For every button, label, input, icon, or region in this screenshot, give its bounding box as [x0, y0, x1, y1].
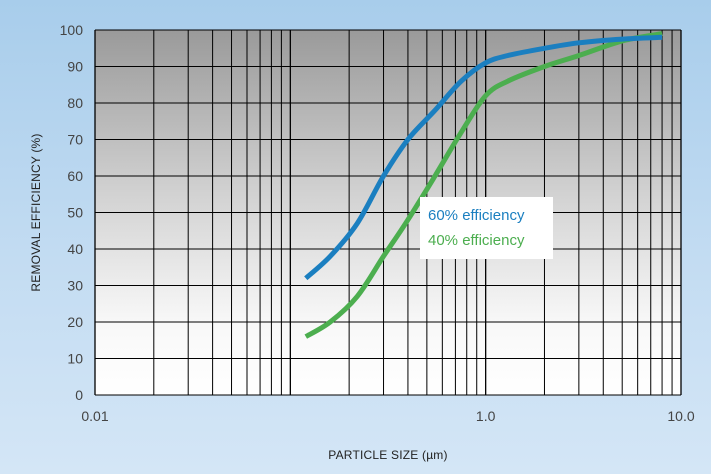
- legend: 60% efficiency 40% efficiency: [428, 207, 525, 249]
- y-axis-label: REMOVAL EFFICIENCY (%): [29, 133, 43, 291]
- tick-labels: 0 10 20 30 40 50 60 70 80 90 100 0.01 1.0 10.0: [60, 22, 695, 424]
- series-line: [304, 31, 663, 339]
- y-tick-label: 0: [75, 387, 83, 403]
- y-tick-label: 30: [67, 278, 83, 294]
- y-tick-label: 90: [67, 59, 83, 75]
- x-axis-label: PARTICLE SIZE (µm): [328, 448, 447, 462]
- legend-entry: 60% efficiency: [428, 207, 525, 224]
- y-tick-label: 40: [67, 241, 83, 257]
- legend-entry: 40% efficiency: [428, 232, 525, 249]
- y-tick-label: 50: [67, 205, 83, 221]
- grid: [94, 29, 682, 396]
- x-tick-label: 1.0: [476, 408, 496, 424]
- y-tick-label: 70: [67, 132, 83, 148]
- series-line: [304, 34, 663, 281]
- y-tick-label: 10: [67, 351, 83, 367]
- y-tick-label: 100: [60, 22, 84, 38]
- legend-box: [420, 197, 553, 259]
- x-tick-label: 0.01: [81, 408, 108, 424]
- series-lines: [304, 31, 663, 339]
- y-tick-label: 60: [67, 168, 83, 184]
- x-tick-label: 10.0: [667, 408, 694, 424]
- y-tick-label: 80: [67, 95, 83, 111]
- y-tick-label: 20: [67, 314, 83, 330]
